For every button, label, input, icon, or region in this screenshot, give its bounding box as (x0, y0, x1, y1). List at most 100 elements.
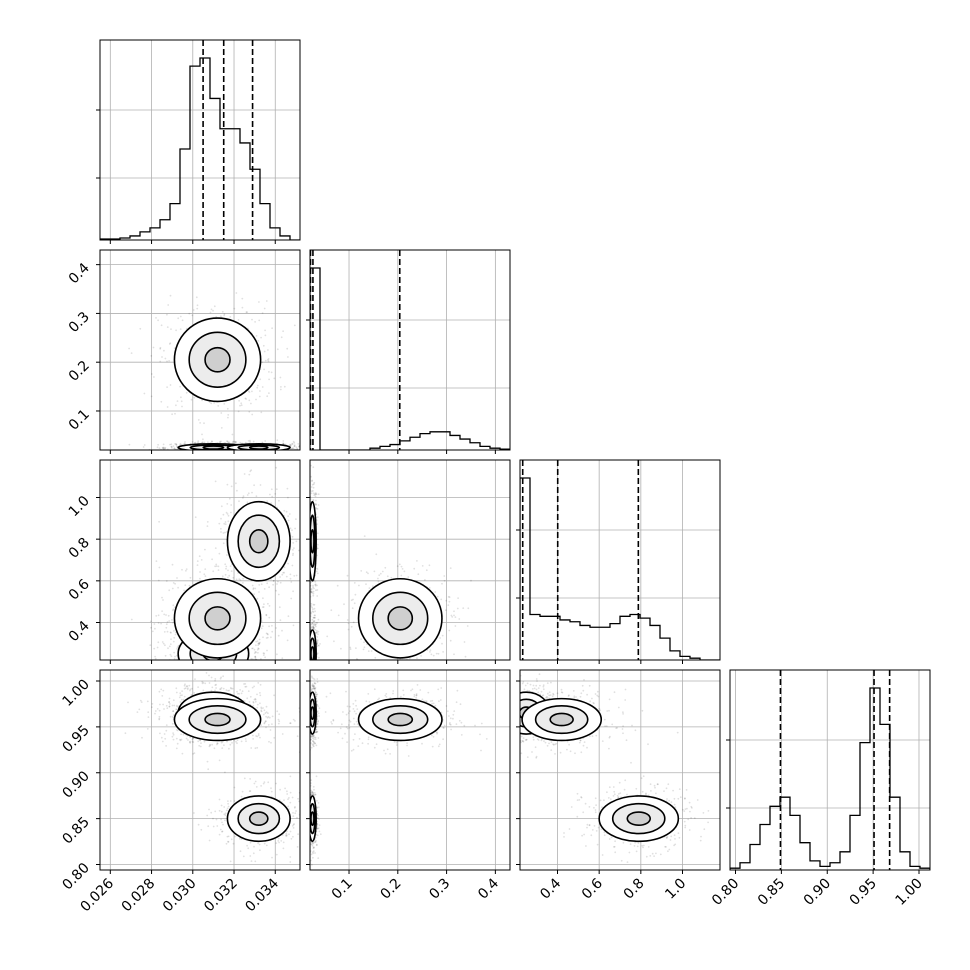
scatter-point (266, 633, 269, 635)
scatter-point (195, 296, 198, 299)
scatter-point (363, 535, 366, 537)
scatter-point (314, 616, 317, 619)
scatter-point (199, 739, 202, 742)
scatter-point (293, 442, 296, 444)
scatter-point (254, 698, 257, 701)
scatter-point (326, 635, 329, 638)
scatter-point (442, 651, 444, 653)
scatter-point (264, 329, 266, 332)
scatter-point (268, 625, 270, 628)
scatter-point (175, 443, 178, 446)
scatter-point (317, 644, 320, 647)
scatter-point (166, 630, 169, 633)
scatter-point (276, 653, 278, 656)
scatter-point (377, 580, 380, 583)
scatter-point (310, 605, 313, 607)
scatter-point (265, 715, 267, 718)
scatter-point (435, 652, 438, 655)
scatter-point (264, 334, 267, 337)
scatter-point (130, 618, 133, 621)
scatter-point (241, 306, 244, 309)
scatter-point (272, 579, 275, 582)
scatter-point (317, 633, 319, 636)
scatter-point (265, 844, 268, 847)
scatter-point (257, 647, 260, 650)
scatter-point (165, 729, 168, 732)
scatter-point (311, 591, 313, 594)
panel-frame (309, 459, 511, 661)
scatter-point (154, 627, 156, 630)
scatter-point (416, 560, 418, 562)
scatter-point (258, 591, 260, 593)
scatter-point (314, 580, 317, 583)
scatter-point (259, 641, 261, 644)
scatter-point (260, 411, 263, 414)
scatter-point (291, 535, 294, 538)
scatter-point (214, 480, 217, 483)
scatter-point (224, 521, 227, 523)
scatter-point (285, 510, 288, 513)
scatter-point (189, 742, 192, 744)
scatter-point (295, 446, 298, 448)
scatter-point (258, 643, 260, 646)
scatter-point (240, 404, 243, 407)
scatter-point (352, 598, 354, 601)
scatter-point (172, 445, 175, 447)
scatter-point (179, 692, 182, 694)
scatter-point (174, 412, 176, 415)
scatter-point (239, 404, 241, 407)
scatter-point (258, 642, 260, 645)
scatter-point (258, 638, 261, 641)
scatter-point (150, 355, 153, 357)
scatter-point (232, 440, 234, 443)
scatter-point (168, 703, 171, 705)
scatter-point (289, 445, 292, 447)
scatter-point (313, 624, 316, 627)
scatter-point (279, 576, 281, 578)
scatter-point (175, 443, 178, 446)
scatter-point (212, 309, 214, 312)
scatter-point (161, 610, 164, 612)
scatter-point (243, 473, 246, 475)
scatter-point (289, 722, 291, 725)
scatter-point (257, 644, 259, 646)
scatter-point (128, 347, 131, 350)
scatter-point (167, 304, 170, 306)
scatter-point (197, 740, 200, 743)
scatter-point (228, 497, 231, 500)
scatter-point (153, 647, 156, 650)
scatter-point (244, 683, 247, 685)
scatter-point (297, 549, 300, 552)
scatter-point (316, 652, 319, 655)
scatter-point (159, 703, 161, 706)
scatter-point (233, 307, 236, 310)
scatter-point (196, 307, 199, 310)
panel-2-0: 0.40.60.81.0 (66, 459, 301, 664)
scatter-point (288, 797, 290, 799)
scatter-point (313, 607, 316, 610)
scatter-point (273, 377, 276, 380)
scatter-point (156, 446, 159, 449)
scatter-point (227, 689, 230, 692)
scatter-point (191, 687, 193, 690)
scatter-point (201, 441, 204, 444)
scatter-point (182, 733, 185, 736)
scatter-point (224, 573, 227, 576)
scatter-point (255, 640, 257, 643)
scatter-point (225, 567, 227, 570)
scatter-point (259, 694, 262, 697)
scatter-point (214, 684, 217, 686)
panel-plot-area (100, 40, 300, 240)
scatter-point (263, 368, 265, 371)
scatter-point (250, 860, 253, 862)
scatter-point (192, 753, 195, 755)
scatter-point (259, 702, 261, 705)
scatter-point (161, 446, 164, 449)
scatter-point (453, 614, 455, 617)
scatter-point (177, 317, 180, 320)
scatter-point (162, 703, 165, 706)
scatter-point (226, 440, 228, 443)
scatter-point (226, 513, 229, 515)
scatter-point (262, 597, 264, 600)
